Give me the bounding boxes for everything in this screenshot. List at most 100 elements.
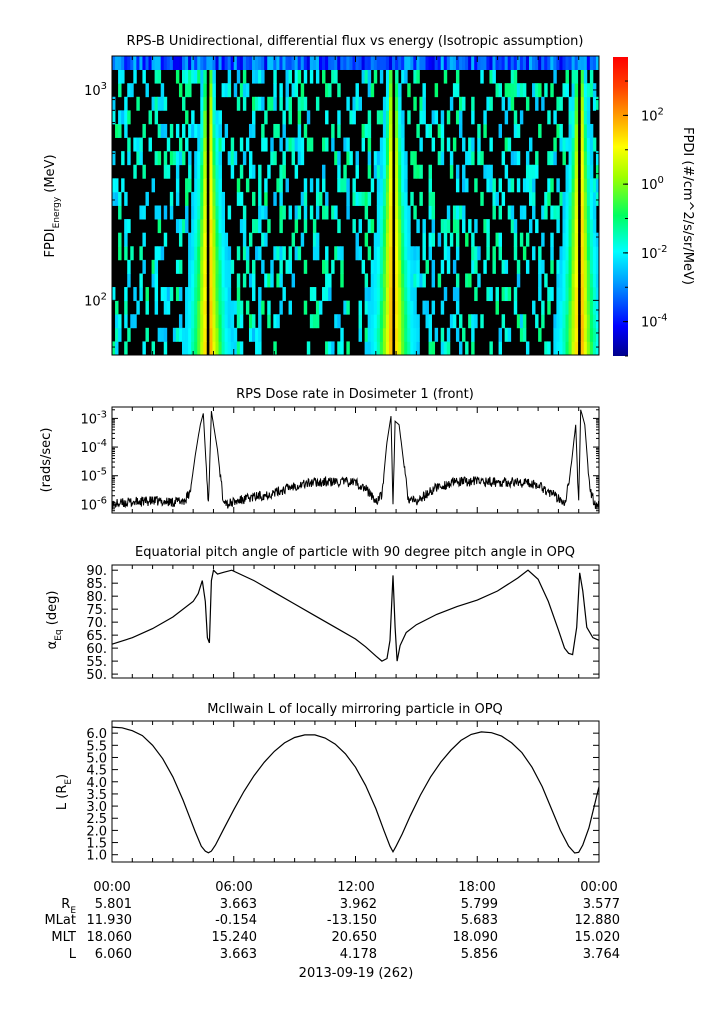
spectrogram-cell xyxy=(227,287,232,302)
spectrogram-cell xyxy=(565,314,569,329)
spectrogram-cell xyxy=(401,123,405,138)
spectrogram-cell xyxy=(124,246,128,261)
spectrogram-cell xyxy=(197,259,201,274)
spectrogram-cell xyxy=(525,164,530,179)
spectrogram-cell xyxy=(373,341,378,356)
spectrogram-cell xyxy=(215,273,219,288)
spectrogram-cell xyxy=(580,191,585,206)
spectrogram-cell xyxy=(200,300,204,315)
spectrogram-cell xyxy=(574,246,579,261)
spectrogram-cell xyxy=(501,287,506,302)
spectrogram-cell xyxy=(407,205,411,220)
spectrogram-cell xyxy=(446,219,451,234)
spectrogram-cell xyxy=(385,341,390,356)
spectrogram-cell xyxy=(513,69,518,84)
spectrogram-cell xyxy=(124,56,128,70)
spectrogram-cell xyxy=(322,56,326,70)
spectrogram-cell xyxy=(315,96,320,111)
spectrogram-cell xyxy=(589,83,594,98)
spectrogram-cell xyxy=(589,314,594,329)
spectrogram-cell xyxy=(218,327,222,342)
spectrogram-cell xyxy=(413,259,417,274)
spectrogram-cell xyxy=(565,137,569,152)
spectrogram-cell xyxy=(309,287,314,302)
spectrogram-cell xyxy=(340,341,344,356)
spectrogram-cell xyxy=(185,341,189,356)
spectrogram-cell xyxy=(565,219,569,234)
spectrogram-cell xyxy=(212,151,216,166)
spectrogram-cell xyxy=(373,164,378,179)
spectrogram-cell xyxy=(215,110,219,125)
spectrogram-cell xyxy=(404,232,408,247)
spectrogram-cell xyxy=(212,110,216,125)
spectrogram-cell xyxy=(245,178,250,193)
spectrogram-cell xyxy=(227,259,232,274)
spectrogram-cell xyxy=(562,137,566,152)
spectrogram-cell xyxy=(236,300,241,315)
spectrogram-cell xyxy=(221,137,226,152)
spectrogram-cell xyxy=(398,259,402,274)
spectrogram-cell xyxy=(127,219,131,234)
spectrogram-cell xyxy=(376,110,381,125)
spectrogram-cell xyxy=(489,56,493,70)
spectrogram-cell xyxy=(221,259,226,274)
spectrogram-cell xyxy=(197,300,201,315)
spectrogram-cell xyxy=(528,56,533,70)
spectrogram-cell xyxy=(431,191,436,206)
pitch-axis: 50.55.60.65.70.75.80.85.90. xyxy=(86,564,600,683)
spectrogram-cell xyxy=(589,287,594,302)
spectrogram-cell xyxy=(334,246,338,261)
ephemeris-table: 00:00 06:00 12:00 18:00 00:00 RE MLat ML… xyxy=(44,880,620,981)
spectrogram-cell xyxy=(538,327,542,342)
spectrogram-cell xyxy=(568,123,573,138)
spectrogram-cell xyxy=(157,327,162,342)
spectrogram-cell xyxy=(282,123,286,138)
spectrogram-cell xyxy=(401,151,405,166)
spectrogram-cell xyxy=(261,300,265,315)
spectrogram-cell xyxy=(163,341,168,356)
spectrogram-cell xyxy=(385,123,390,138)
spectrogram-cell xyxy=(580,110,585,125)
spectrogram-cell xyxy=(270,273,274,288)
spectrogram-cell xyxy=(586,191,591,206)
spectrogram-cell xyxy=(337,341,341,356)
spectrogram-cell xyxy=(574,259,579,274)
spectrogram-cell xyxy=(465,232,469,247)
spectrogram-cell xyxy=(258,327,262,342)
mlt-value: 15.020 xyxy=(575,930,621,945)
spectrogram-cell xyxy=(172,151,177,166)
spectrogram-cell xyxy=(455,246,460,261)
spectrogram-cell xyxy=(118,69,122,84)
spectrogram-cell xyxy=(112,110,116,125)
spectrogram-cell xyxy=(218,110,222,125)
spectrogram-cell xyxy=(376,205,381,220)
spectrogram-cell xyxy=(571,314,576,329)
spectrogram-cell xyxy=(154,246,159,261)
spectrogram-cell xyxy=(352,96,356,111)
spectrogram-cell xyxy=(236,314,241,329)
spectrogram-cell xyxy=(245,83,250,98)
spectrogram-cell xyxy=(422,300,426,315)
spectrogram-cell xyxy=(388,110,393,125)
spectrogram-cell xyxy=(215,56,219,70)
spectrogram-cell xyxy=(264,205,268,220)
spectrogram-cell xyxy=(395,341,399,356)
spectrogram-cell xyxy=(595,191,600,206)
spectrogram-cell xyxy=(337,56,341,70)
spectrogram-cell xyxy=(541,314,545,329)
spectrogram-cell xyxy=(401,232,405,247)
spectrogram-cell xyxy=(215,191,219,206)
spectrogram-cell xyxy=(221,56,226,70)
spectrogram-cell xyxy=(224,327,229,342)
spectrogram-cell xyxy=(276,314,280,329)
spectrogram-cell xyxy=(388,56,393,70)
spectrogram-cell xyxy=(437,273,442,288)
spectrogram-cell xyxy=(236,341,241,356)
spectrogram-cell xyxy=(191,246,195,261)
spectrogram-cell xyxy=(203,205,207,220)
spectrogram-cell xyxy=(395,273,399,288)
spectrogram-cell xyxy=(133,314,137,329)
spectrogram-cell xyxy=(413,205,417,220)
spectrogram-cell xyxy=(258,96,262,111)
spectrogram-cell xyxy=(538,259,542,274)
